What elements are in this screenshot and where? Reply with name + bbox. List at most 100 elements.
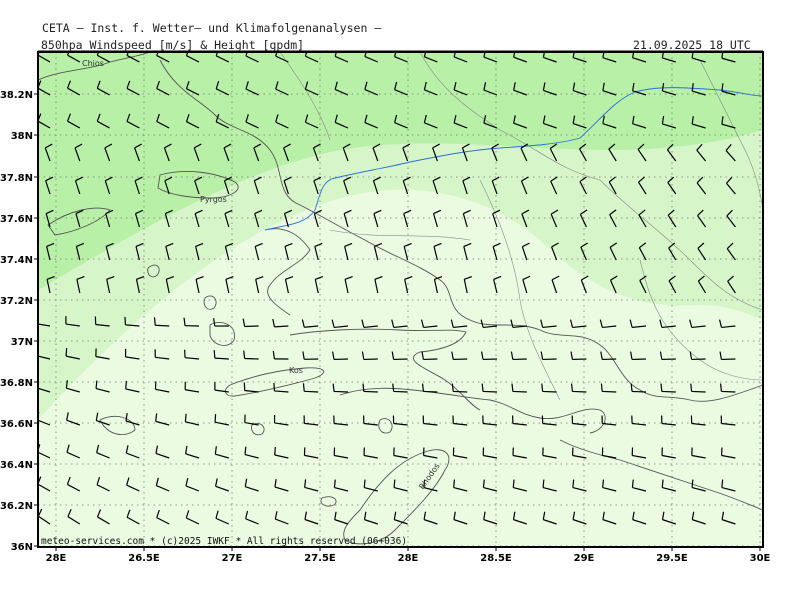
wind-barb-feather	[76, 242, 85, 247]
wind-barb-staff	[313, 213, 319, 228]
lon-tick-label: 27E	[222, 553, 243, 564]
wind-barb-staff	[483, 89, 498, 96]
wind-barb-feather	[334, 511, 337, 520]
wind-barb-feather	[513, 115, 516, 124]
wind-barb-staff	[135, 246, 140, 261]
wind-barb-staff	[245, 88, 259, 96]
wind-barb-staff	[193, 147, 200, 162]
wind-barb-staff	[164, 213, 170, 228]
wind-barb-feather	[668, 275, 676, 282]
wind-barb-staff	[662, 57, 676, 63]
wind-barb-feather	[632, 115, 635, 124]
wind-barb-staff	[134, 147, 140, 162]
wind-barb-feather	[225, 275, 234, 280]
wind-barb-feather	[491, 176, 500, 182]
wind-barb-staff	[491, 180, 498, 195]
wind-barb-staff	[721, 519, 736, 525]
wind-barb-feather	[165, 242, 174, 247]
wind-barb-feather	[213, 350, 216, 359]
wind-barb-feather	[46, 275, 55, 280]
wind-barb-staff	[155, 324, 170, 327]
wind-barb-staff	[725, 150, 736, 162]
wind-barb-feather	[691, 52, 694, 59]
bodrum-peninsula	[289, 328, 481, 411]
wind-barb-feather	[522, 242, 530, 248]
wind-barb-staff	[602, 90, 617, 96]
wind-barb-staff	[343, 180, 349, 195]
wind-barb-staff	[334, 454, 349, 459]
wind-barb-staff	[343, 213, 349, 228]
wind-barb-staff	[512, 422, 527, 426]
wind-barb-staff	[215, 55, 230, 63]
wind-barb-feather	[492, 209, 501, 215]
wind-barb-feather	[125, 380, 127, 389]
wind-barb-feather	[224, 209, 233, 215]
wind-barb-feather	[542, 511, 546, 520]
wind-barb-feather	[134, 143, 142, 149]
wind-barb-staff	[275, 518, 289, 525]
border-5	[639, 259, 763, 381]
wind-barb-feather	[344, 242, 353, 247]
wind-barb-staff	[725, 182, 736, 195]
wind-barb-staff	[125, 356, 140, 360]
wind-barb-staff	[156, 88, 170, 96]
wind-barb-feather	[462, 176, 471, 182]
wind-barb-feather	[721, 52, 724, 59]
wind-barb-staff	[155, 420, 170, 426]
wind-barb-feather	[156, 509, 160, 518]
wind-barb-feather	[726, 242, 734, 250]
wind-barb-staff	[579, 148, 587, 162]
wind-barb-feather	[481, 351, 484, 360]
wind-barb-staff	[45, 180, 51, 195]
wind-barb-feather	[721, 479, 724, 488]
nisyros-island	[251, 423, 265, 436]
wind-barb-staff	[662, 486, 676, 492]
wind-barb-feather	[602, 511, 605, 520]
wind-barb-staff	[520, 148, 528, 162]
wind-barb-feather	[602, 52, 605, 58]
wind-barb-feather	[75, 176, 83, 182]
wind-barb-staff	[483, 486, 498, 492]
wind-barb-staff	[165, 279, 170, 294]
wind-barb-staff	[602, 454, 617, 459]
wind-barb-staff	[156, 55, 170, 63]
wind-barb-staff	[668, 247, 677, 261]
wind-barb-feather	[696, 176, 704, 184]
wind-barb-staff	[185, 421, 200, 426]
wind-barb-staff	[513, 56, 528, 63]
wind-barb-staff	[126, 120, 140, 129]
wind-barb-feather	[284, 209, 293, 215]
wind-barb-staff	[97, 120, 110, 129]
wind-barb-staff	[74, 180, 81, 195]
wind-barb-feather	[453, 52, 456, 58]
wind-barb-staff	[275, 121, 289, 129]
wind-barb-staff	[602, 325, 617, 329]
wind-barb-feather	[155, 413, 158, 422]
wind-barb-feather	[155, 445, 159, 454]
wind-barb-staff	[215, 517, 230, 525]
wind-barb-feather	[666, 143, 674, 151]
wind-barb-feather	[96, 509, 102, 518]
wind-barb-staff	[373, 213, 379, 228]
wind-barb-staff	[521, 213, 528, 228]
wind-barb-staff	[96, 452, 110, 459]
wind-barb-feather	[493, 275, 502, 280]
wind-barb-feather	[166, 275, 175, 280]
wind-barb-feather	[719, 383, 723, 392]
wind-barb-staff	[313, 180, 319, 195]
wind-barb-feather	[126, 477, 130, 486]
copyright-footer: meteo-services.com * (c)2025 IWKF * All …	[41, 536, 407, 547]
wind-barb-staff	[245, 121, 259, 129]
wind-barb-feather	[254, 242, 263, 247]
wind-barb-feather	[691, 479, 694, 488]
wind-barb-feather	[667, 209, 675, 216]
wind-barb-staff	[245, 486, 259, 492]
wind-barb-feather	[632, 52, 635, 58]
wind-barb-staff	[543, 122, 557, 129]
wind-barb-feather	[570, 351, 573, 360]
wind-barb-staff	[215, 88, 230, 96]
samos-island	[157, 171, 239, 199]
wind-barb-feather	[334, 81, 338, 90]
wind-barb-feather	[540, 319, 544, 328]
wind-barb-feather	[637, 143, 645, 150]
